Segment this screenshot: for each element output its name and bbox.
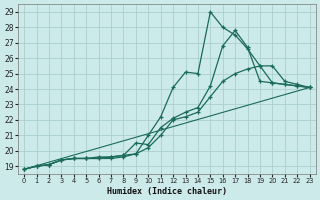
X-axis label: Humidex (Indice chaleur): Humidex (Indice chaleur) [107, 187, 227, 196]
